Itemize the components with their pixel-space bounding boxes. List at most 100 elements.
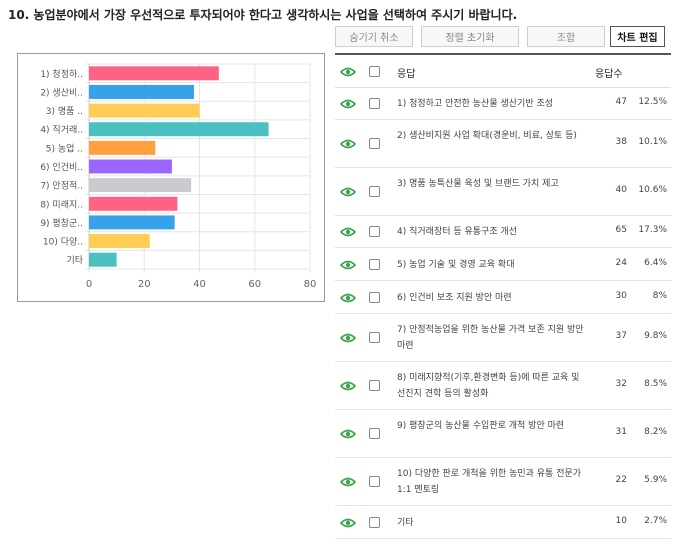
row-label: 8) 미래지향적(기후,환경변화 등)에 따른 교육 및 선진지 견학 등의 활… [397,373,580,399]
visibility-eye-icon[interactable] [340,333,356,343]
x-tick-label: 40 [193,279,206,290]
row-count: 30 [615,290,627,301]
bar [89,159,172,174]
visibility-eye-icon[interactable] [340,381,356,391]
row-checkbox[interactable] [369,98,380,109]
y-tick-label: 2) 생산비.. [40,87,83,98]
visibility-eye-icon[interactable] [340,518,356,528]
table-row: 3) 명품 농특산물 육성 및 브랜드 가치 제고 40 10.6% [335,168,671,216]
row-percent: 17.3% [638,225,667,235]
row-count: 65 [615,225,627,235]
visibility-eye-icon[interactable] [340,260,356,270]
row-percent: 2.7% [644,515,667,526]
bar-chart-svg: 0 20 40 60 80 1) 청정하.. 2) 생산비.. 3) 명품 .. 4) 직거래.… [40,63,316,290]
y-tick-label: 3) 명품 .. [46,106,83,117]
row-percent: 10.6% [638,185,667,195]
combine-button[interactable]: 조합 [527,26,605,47]
row-checkbox[interactable] [369,138,380,149]
row-percent: 8.2% [644,427,667,437]
bar [89,215,175,230]
row-count: 10 [615,515,627,526]
visibility-eye-icon[interactable] [340,99,356,109]
table-row: 7) 안정적농업을 위한 농산물 가격 보존 지원 방안 마련 37 9.8% [335,314,671,362]
y-tick-label: 5) 농업 .. [46,143,83,154]
row-checkbox[interactable] [369,291,380,303]
table-row: 2) 생산비지원 사업 확대(경운비, 비료, 상토 등) 38 10.1% [335,120,671,168]
y-tick-label: 7) 안정적.. [40,180,83,192]
header-count[interactable]: 응답수 [595,69,623,80]
row-label: 4) 직거래장터 등 유통구조 개선 [397,227,518,237]
row-label: 6) 인건비 보조 지원 방안 마련 [397,292,512,303]
y-tick-label: 9) 평창군.. [40,218,83,229]
show-all-eye-icon[interactable] [340,67,356,77]
row-percent: 10.1% [638,137,667,147]
x-tick-label: 0 [86,279,92,290]
y-tick-label: 1) 청정하.. [40,69,83,80]
row-label: 10) 다양한 판로 개척을 위한 농민과 유통 전문가 1:1 멘토링 [397,469,582,495]
row-checkbox[interactable] [369,516,380,528]
row-percent: 9.8% [644,331,667,341]
visibility-eye-icon[interactable] [340,187,356,197]
bar-chart: 0 20 40 60 80 1) 청정하.. 2) 생산비.. 3) 명품 .. 4) 직거래.… [17,53,325,302]
table-row: 6) 인건비 보조 지원 방안 마련 30 8% [335,281,671,314]
visibility-eye-icon[interactable] [340,293,356,303]
row-percent: 8.5% [644,379,667,389]
bar [89,252,117,267]
row-checkbox[interactable] [369,258,380,270]
table-header: 응답 응답수 [335,55,671,88]
table-row: 10) 다양한 판로 개척을 위한 농민과 유통 전문가 1:1 멘토링 22 5.… [335,458,671,506]
bar [89,178,192,193]
table-row: 9) 평창군의 농산물 수입판로 개척 방안 마련 31 8.2% [335,410,671,458]
y-tick-label: 10) 다양.. [43,237,83,248]
row-checkbox[interactable] [369,428,380,439]
row-percent: 12.5% [638,97,667,107]
hide-cancel-button[interactable]: 숨기기 취소 [335,26,413,47]
row-percent: 8% [652,290,667,301]
table-row: 4) 직거래장터 등 유통구조 개선 65 17.3% [335,216,671,248]
y-tick-label: 8) 미래지.. [40,199,83,210]
bar [89,196,178,211]
visibility-eye-icon[interactable] [340,227,356,237]
y-tick-label: 4) 직거래.. [40,125,83,136]
visibility-eye-icon[interactable] [340,139,356,149]
row-checkbox[interactable] [369,380,380,391]
row-label: 7) 안정적농업을 위한 농산물 가격 보존 지원 방안 마련 [397,325,584,351]
row-count: 31 [615,427,627,437]
row-checkbox[interactable] [369,476,380,487]
table-row: 기타 10 2.7% [335,506,671,539]
row-checkbox[interactable] [369,186,380,197]
visibility-eye-icon[interactable] [340,429,356,439]
visibility-eye-icon[interactable] [340,477,356,487]
row-count: 24 [615,257,627,268]
table-body: 1) 청정하고 안전한 농산물 생산기반 조성 47 12.5% 2) 생산비지원 사… [335,88,671,539]
chart-edit-button[interactable]: 차트 편집 [610,26,665,47]
row-label: 5) 농업 기술 및 경영 교육 확대 [397,259,515,270]
y-tick-label: 기타 [66,255,83,266]
row-count: 47 [615,97,627,107]
row-checkbox[interactable] [369,226,380,237]
response-table: 응답 응답수 1) 청정하고 안전한 농산물 생산기반 조성 47 12.5% 2) … [335,53,671,539]
table-row: 8) 미래지향적(기후,환경변화 등)에 따른 교육 및 선진지 견학 등의 활… [335,362,671,410]
bar [89,234,150,249]
row-count: 40 [615,185,627,195]
bar [89,122,269,137]
x-tick-label: 60 [248,279,261,290]
row-checkbox[interactable] [369,332,380,343]
row-count: 22 [615,475,627,485]
row-count: 38 [615,137,627,147]
table-row: 1) 청정하고 안전한 농산물 생산기반 조성 47 12.5% [335,88,671,120]
row-label: 3) 명품 농특산물 육성 및 브랜드 가치 제고 [397,179,559,189]
row-label: 기타 [397,517,414,528]
sort-reset-button[interactable]: 정렬 초기화 [421,26,519,47]
x-tick-label: 20 [138,279,151,290]
row-label: 1) 청정하고 안전한 농산물 생산기반 조성 [397,99,554,109]
row-count: 32 [615,379,627,389]
row-label: 2) 생산비지원 사업 확대(경운비, 비료, 상토 등) [397,131,577,141]
bar [89,66,219,81]
question-title: 10. 농업분야에서 가장 우선적으로 투자되어야 한다고 생각하시는 사업을 … [8,8,518,22]
table-row: 5) 농업 기술 및 경영 교육 확대 24 6.4% [335,248,671,281]
y-tick-label: 6) 인건비.. [40,162,83,173]
select-all-checkbox[interactable] [369,66,380,77]
row-percent: 5.9% [644,475,667,485]
bar [89,140,156,155]
